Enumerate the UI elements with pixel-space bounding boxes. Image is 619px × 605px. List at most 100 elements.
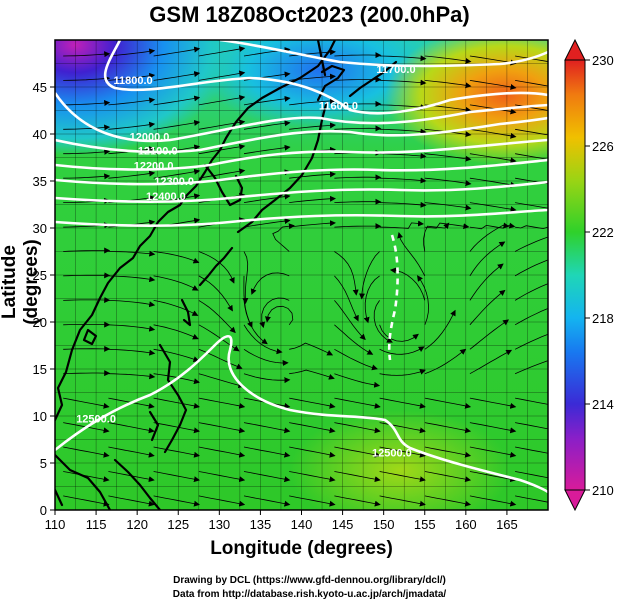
- streamline: [424, 177, 472, 187]
- contour-label: 12500.0: [76, 414, 116, 426]
- contour-12500-dashed: [387, 234, 399, 361]
- x-tick-label: 110: [45, 517, 66, 532]
- streamline: [63, 397, 110, 409]
- streamline: [243, 218, 291, 228]
- contour-label: 12500.0: [372, 447, 412, 459]
- y-tick-label: 25: [33, 268, 47, 283]
- streamline: [469, 177, 517, 188]
- streamline: [153, 373, 200, 385]
- streamline: [334, 52, 382, 59]
- streamline: [63, 297, 111, 304]
- streamline: [424, 471, 472, 483]
- streamline: [373, 300, 393, 343]
- streamline: [514, 283, 548, 301]
- streamline: [515, 471, 548, 479]
- streamline: [198, 168, 246, 179]
- streamline: [379, 495, 426, 507]
- y-tick-label: 45: [33, 80, 47, 95]
- streamline: [272, 223, 295, 252]
- streamline: [469, 349, 513, 375]
- streamline: [198, 495, 246, 507]
- streamline: [108, 48, 156, 57]
- streamline: [469, 446, 517, 458]
- credit-drawing: Drawing by DCL (https://www.gfd-dennou.o…: [173, 575, 446, 586]
- streamline: [334, 348, 378, 371]
- streamline: [153, 95, 201, 106]
- x-tick-label: 160: [455, 517, 477, 532]
- streamline: [198, 95, 246, 106]
- streamline: [424, 495, 472, 507]
- streamline: [469, 202, 517, 213]
- colorbar-tick-label: 230: [592, 53, 614, 68]
- x-tick-label: 155: [414, 517, 436, 532]
- streamline: [289, 97, 336, 106]
- contour-12300: [55, 180, 548, 204]
- streamline: [153, 251, 200, 264]
- coastlines: [55, 40, 398, 510]
- streamline: [397, 232, 426, 277]
- streamline: [424, 422, 472, 434]
- streamline: [359, 251, 380, 300]
- streamline: [515, 397, 548, 405]
- streamline: [289, 122, 336, 130]
- streamline: [334, 495, 381, 507]
- streamline: [379, 177, 427, 184]
- streamline: [379, 422, 426, 434]
- y-tick-label: 40: [33, 127, 47, 142]
- streamline: [289, 446, 336, 458]
- streamline: [379, 55, 427, 62]
- streamline: [243, 120, 291, 130]
- contour-12000: [55, 116, 548, 154]
- contour-label: 11700.0: [376, 64, 415, 76]
- streamline: [379, 220, 424, 229]
- streamline: [289, 220, 336, 228]
- contour-label: 12200.0: [134, 161, 174, 173]
- streamline: [108, 422, 155, 434]
- x-tick-label: 135: [250, 517, 272, 532]
- streamline: [153, 397, 200, 409]
- chart-title: GSM 18Z08Oct2023 (200.0hPa): [149, 2, 470, 27]
- streamline: [153, 446, 200, 458]
- streamline: [198, 373, 245, 389]
- streamline: [63, 75, 111, 82]
- streamline: [515, 128, 548, 136]
- streamline: [379, 324, 419, 342]
- streamline: [515, 422, 548, 430]
- streamline: [469, 263, 504, 301]
- streamline: [424, 55, 472, 64]
- streamline: [153, 275, 199, 291]
- x-tick-label: 115: [86, 517, 107, 532]
- streamline: [515, 80, 548, 87]
- streamline: [289, 471, 336, 483]
- streamline: [334, 251, 359, 296]
- streamline: [514, 236, 548, 252]
- streamline: [108, 97, 156, 106]
- streamline: [469, 222, 516, 230]
- colorbar-tick-label: 226: [592, 139, 614, 154]
- streamline: [334, 373, 381, 388]
- x-tick-label: 130: [208, 517, 230, 532]
- x-tick-label: 120: [126, 517, 148, 532]
- contour-label: 11600.0: [319, 101, 358, 113]
- streamline: [515, 225, 548, 230]
- contour-12200: [55, 158, 548, 186]
- streamline: [363, 275, 380, 324]
- streamline: [334, 125, 382, 132]
- streamline: [379, 152, 427, 159]
- streamline: [63, 100, 111, 107]
- streamline: [198, 46, 246, 57]
- x-tick-label: 140: [291, 517, 313, 532]
- streamline: [108, 170, 156, 179]
- streamline: [514, 333, 548, 350]
- streamline: [289, 342, 334, 356]
- streamline: [424, 446, 472, 458]
- streamline: [243, 95, 291, 106]
- streamline: [334, 300, 366, 341]
- y-tick-label: 10: [33, 409, 47, 424]
- streamline: [63, 370, 111, 377]
- streamline: [108, 373, 156, 380]
- streamline: [289, 195, 336, 203]
- streamline: [379, 201, 427, 208]
- streamline: [108, 250, 156, 257]
- streamline: [198, 446, 246, 458]
